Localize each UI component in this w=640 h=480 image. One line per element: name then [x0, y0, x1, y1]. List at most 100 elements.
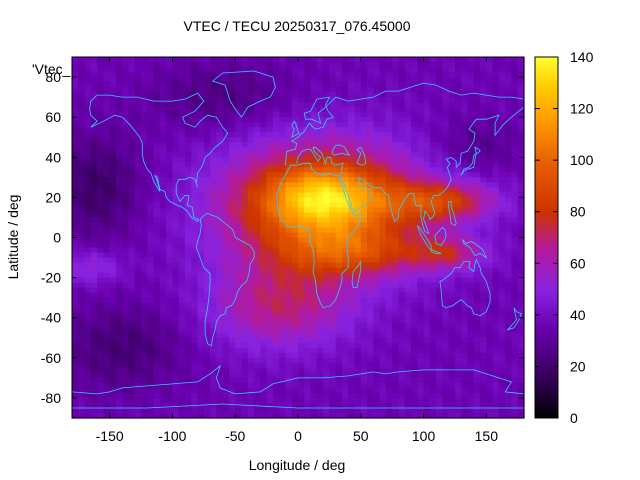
heatmap-cell [335, 332, 343, 339]
heatmap-cell [115, 72, 123, 78]
heatmap-cell [103, 227, 111, 234]
heatmap-cell [172, 57, 180, 63]
heatmap-cell [341, 207, 349, 214]
heatmap-cell [78, 372, 86, 379]
heatmap-cell [235, 362, 243, 369]
heatmap-cell [454, 307, 462, 314]
heatmap-cell [260, 257, 268, 264]
heatmap-cell [461, 257, 469, 264]
heatmap-cell [185, 222, 192, 229]
heatmap-cell [228, 402, 236, 409]
heatmap-cell [222, 257, 230, 264]
heatmap-cell [90, 207, 98, 214]
heatmap-cell [348, 132, 356, 138]
heatmap-cell [373, 157, 381, 163]
heatmap-cell [348, 112, 356, 118]
heatmap-cell [78, 197, 86, 203]
heatmap-cell [272, 302, 280, 309]
heatmap-cell [492, 212, 500, 219]
heatmap-cell [128, 162, 136, 168]
heatmap-cell [379, 122, 387, 128]
heatmap-cell [109, 312, 117, 319]
heatmap-cell [367, 317, 374, 324]
heatmap-cell [492, 387, 500, 394]
heatmap-cell [279, 327, 287, 334]
heatmap-cell [228, 217, 236, 224]
heatmap-cell [454, 247, 462, 254]
heatmap-cell [97, 357, 104, 364]
heatmap-cell [147, 62, 155, 68]
heatmap-cell [360, 332, 368, 339]
heatmap-cell [122, 392, 130, 399]
heatmap-cell [247, 362, 255, 369]
heatmap-cell [241, 377, 249, 384]
heatmap-cell [122, 402, 130, 409]
heatmap-cell [279, 357, 287, 364]
heatmap-cell [185, 152, 192, 158]
heatmap-cell [404, 167, 412, 173]
heatmap-cell [492, 217, 500, 224]
heatmap-cell [423, 112, 431, 118]
heatmap-cell [329, 62, 337, 68]
heatmap-cell [147, 357, 155, 364]
heatmap-cell [341, 182, 349, 188]
heatmap-cell [467, 267, 475, 274]
heatmap-cell [304, 257, 312, 264]
heatmap-cell [228, 147, 236, 153]
heatmap-cell [492, 157, 500, 163]
heatmap-cell [385, 257, 393, 264]
heatmap-cell [141, 77, 148, 83]
heatmap-cell [385, 297, 393, 304]
heatmap-cell [203, 92, 211, 98]
heatmap-cell [210, 397, 217, 404]
heatmap-cell [97, 287, 104, 294]
heatmap-cell [128, 97, 136, 103]
heatmap-cell [436, 372, 443, 379]
heatmap-cell [379, 82, 387, 88]
heatmap-cell [379, 232, 387, 239]
heatmap-cell [266, 102, 274, 108]
heatmap-cell [417, 387, 425, 394]
heatmap-cell [310, 347, 318, 354]
heatmap-cell [341, 77, 349, 83]
heatmap-cell [398, 287, 406, 294]
heatmap-cell [159, 197, 167, 203]
heatmap-cell [235, 127, 243, 133]
heatmap-cell [84, 352, 92, 359]
heatmap-cell [461, 202, 469, 209]
heatmap-cell [417, 97, 425, 103]
heatmap-cell [128, 192, 136, 198]
heatmap-cell [480, 247, 487, 254]
heatmap-cell [109, 377, 117, 384]
heatmap-cell [178, 227, 186, 234]
heatmap-cell [304, 107, 312, 113]
heatmap-cell [423, 202, 431, 209]
heatmap-cell [348, 192, 356, 198]
heatmap-cell [84, 257, 92, 264]
heatmap-cell [279, 257, 287, 264]
heatmap-cell [316, 82, 324, 88]
heatmap-cell [285, 347, 293, 354]
heatmap-cell [97, 167, 104, 173]
heatmap-cell [203, 262, 211, 269]
heatmap-cell [341, 102, 349, 108]
heatmap-cell [72, 322, 79, 329]
heatmap-cell [279, 312, 287, 319]
heatmap-cell [398, 307, 406, 314]
heatmap-cell [417, 217, 425, 224]
heatmap-cell [404, 322, 412, 329]
heatmap-cell [341, 312, 349, 319]
heatmap-cell [379, 257, 387, 264]
heatmap-cell [128, 117, 136, 123]
heatmap-cell [392, 67, 400, 73]
heatmap-cell [298, 397, 305, 404]
heatmap-cell [84, 217, 92, 224]
heatmap-cell [159, 167, 167, 173]
heatmap-cell [480, 387, 487, 394]
heatmap-cell [185, 292, 192, 299]
heatmap-cell [379, 197, 387, 203]
heatmap-cell [498, 67, 506, 73]
heatmap-cell [411, 232, 418, 239]
heatmap-cell [505, 182, 513, 188]
heatmap-cell [304, 232, 312, 239]
